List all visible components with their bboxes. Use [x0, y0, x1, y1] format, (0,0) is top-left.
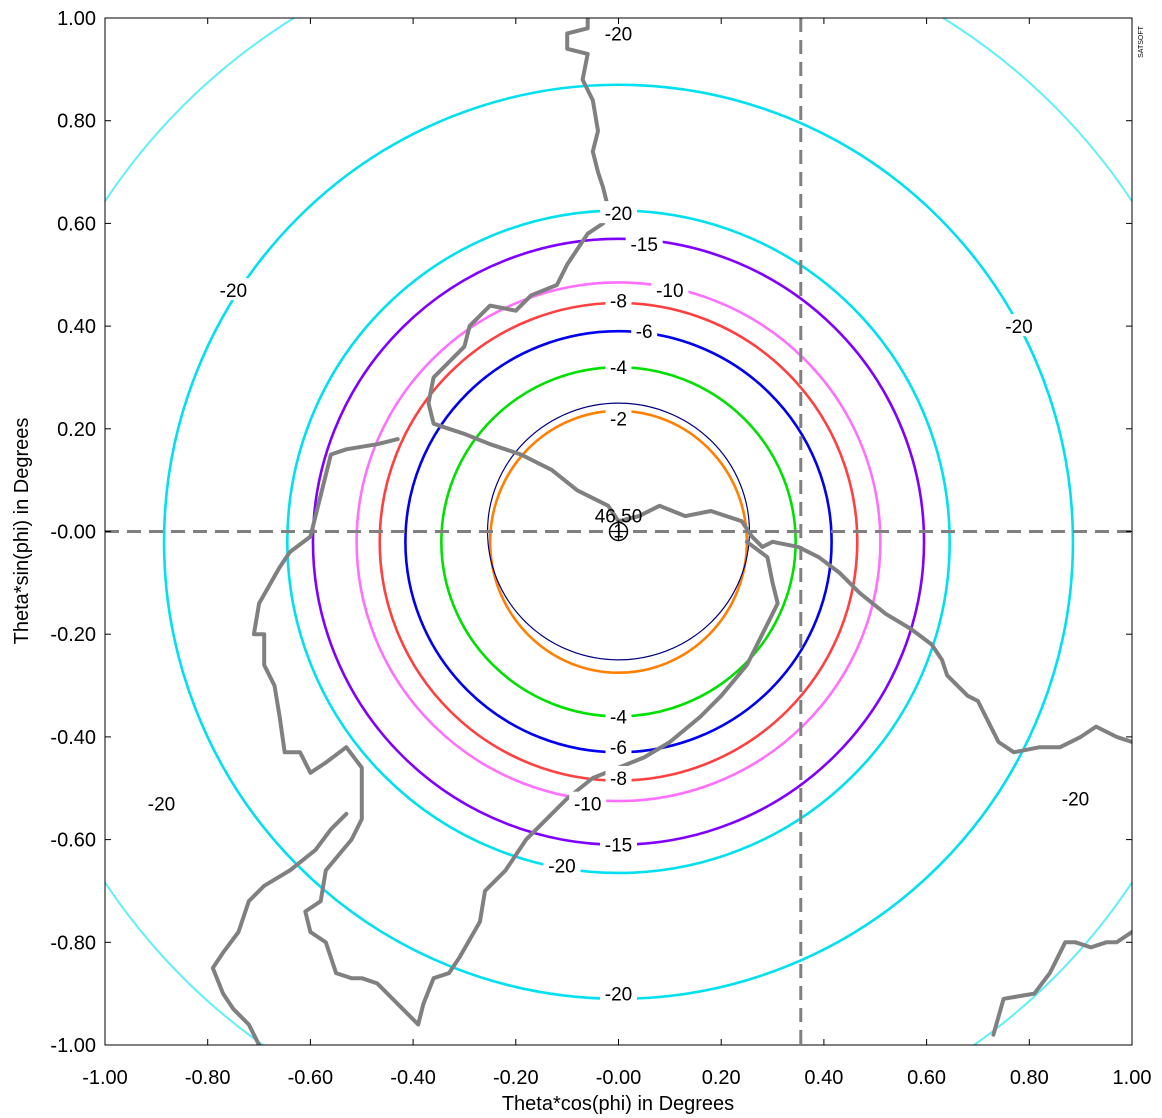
y-tick-label-4: 0.20: [57, 419, 96, 441]
coastline-2: [210, 811, 349, 1045]
x-tick-label-5: -0.00: [596, 1067, 642, 1089]
contour-label-14: -20: [605, 985, 632, 1006]
y-tick-label-0: 1.00: [57, 8, 96, 30]
y-tick-label-6: -0.20: [50, 624, 96, 646]
contour-label-2: -15: [630, 235, 657, 256]
contour-label-6: -4: [610, 358, 627, 379]
contour-label-8: -4: [610, 707, 627, 728]
contour-label-bg-12: [600, 832, 637, 855]
contour-label-18: -20: [1062, 790, 1089, 811]
y-tick-label-10: -1.00: [50, 1035, 96, 1057]
contour-label-bg-18: [1057, 786, 1095, 809]
contour-label-0: -20: [605, 24, 632, 45]
y-tick-label-2: 0.60: [57, 213, 96, 235]
x-tick-label-3: -0.40: [390, 1067, 436, 1089]
contour-label-11: -10: [574, 795, 601, 816]
x-tick-label-4: -0.20: [493, 1067, 539, 1089]
contour-label-bg-5: [631, 319, 658, 342]
contour-label-bg-6: [605, 355, 632, 378]
peak-marker-group: 146.50: [595, 507, 643, 543]
contour-label-bg-8: [605, 704, 632, 727]
y-tick-label-7: -0.40: [50, 727, 96, 749]
contour-label-bg-16: [1000, 314, 1038, 337]
contour-line-5: [355, 281, 882, 803]
contour-labels: -20-20-15-10-8-6-4-2-4-6-8-10-15-20-20-2…: [142, 21, 1095, 1006]
contour-label-3: -10: [656, 281, 683, 302]
x-axis-label: Theta*cos(phi) in Degrees: [502, 1093, 734, 1115]
contour-label-bg-14: [600, 981, 637, 1004]
y-axis-label: Theta*sin(phi) in Degrees: [11, 418, 33, 645]
x-tick-label-10: 1.00: [1113, 1067, 1152, 1089]
contour-label-12: -15: [605, 836, 632, 857]
contour-label-17: -20: [148, 795, 175, 816]
contour-label-1: -20: [605, 204, 632, 225]
contour-label-bg-2: [625, 231, 663, 254]
axis-ticks: -1.00 -0.80 -0.60 -0.40 -0.20 -0.00 0.20 0.40 0.…: [50, 8, 1151, 1089]
contour-label-bg-9: [605, 735, 632, 758]
contour-label-15: -20: [220, 281, 247, 302]
contour-label-9: -6: [610, 738, 627, 759]
y-tick-label-5: -0.00: [50, 522, 96, 544]
x-tick-label-1: -0.80: [185, 1067, 231, 1089]
contour-label-bg-10: [605, 765, 632, 788]
y-tick-label-1: 0.80: [57, 111, 96, 133]
coastline-1: [251, 437, 780, 1027]
contour-label-13: -20: [548, 856, 575, 877]
contour-label-bg-17: [142, 791, 180, 814]
contour-label-bg-7: [605, 406, 632, 429]
x-tick-label-8: 0.60: [907, 1067, 946, 1089]
x-tick-label-9: 0.80: [1010, 1067, 1049, 1089]
x-tick-label-0: -1.00: [82, 1067, 128, 1089]
peak-value-label: 46.50: [595, 507, 643, 528]
x-tick-label-6: 0.20: [702, 1067, 741, 1089]
contour-label-bg-3: [651, 278, 689, 301]
contour-label-bg-13: [543, 853, 581, 876]
contour-label-bg-11: [569, 791, 607, 814]
contour-label-bg-4: [605, 288, 632, 311]
contour-label-4: -8: [610, 291, 627, 312]
x-tick-label-7: 0.40: [804, 1067, 843, 1089]
y-tick-label-3: 0.40: [57, 316, 96, 338]
contour-label-16: -20: [1005, 317, 1032, 338]
contour-label-bg-1: [600, 201, 637, 224]
y-tick-label-8: -0.60: [50, 830, 96, 852]
contour-label-bg-0: [600, 21, 637, 44]
contour-label-10: -8: [610, 769, 627, 790]
corner-tag: SATSOFT: [1138, 25, 1145, 57]
contour-label-bg-15: [214, 278, 252, 301]
x-tick-label-2: -0.60: [288, 1067, 334, 1089]
peak-marker-number: 1: [613, 522, 624, 543]
contour-label-5: -6: [636, 322, 653, 343]
coastline-3: [991, 930, 1132, 1037]
contour-label-7: -2: [610, 410, 627, 431]
y-tick-label-9: -0.80: [50, 932, 96, 954]
